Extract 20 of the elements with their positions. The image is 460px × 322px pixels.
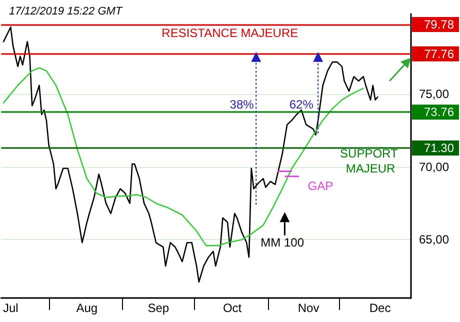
ref-line-label: 71.30	[424, 140, 454, 155]
annotation: SUPPORT MAJEUR	[340, 146, 401, 176]
annotation: RESISTANCE MAJEURE	[162, 26, 298, 40]
x-tick-label: Oct	[222, 301, 242, 315]
ref-line-label: 73.76	[424, 105, 454, 120]
ref-line-label: 79.78	[424, 17, 454, 32]
y-tick-label: 65,00	[419, 232, 450, 247]
x-tick-label: Nov	[298, 301, 320, 315]
annotation: 38%	[230, 97, 254, 112]
chart-title: 17/12/2019 15:22 GMT	[9, 6, 124, 18]
y-tick-label: 75,00	[419, 87, 450, 102]
x-tick-label: Dec	[369, 301, 391, 315]
annotation: MM 100	[260, 236, 304, 250]
y-tick-label: 70,00	[419, 160, 450, 174]
annotation: 62%	[289, 97, 314, 112]
ref-line-label: 77.76	[424, 46, 454, 61]
annotation: GAP	[308, 178, 334, 193]
x-tick-label: Aug	[76, 301, 98, 315]
x-tick-label: Sep	[148, 301, 170, 315]
x-tick-label: Jul	[3, 301, 18, 315]
